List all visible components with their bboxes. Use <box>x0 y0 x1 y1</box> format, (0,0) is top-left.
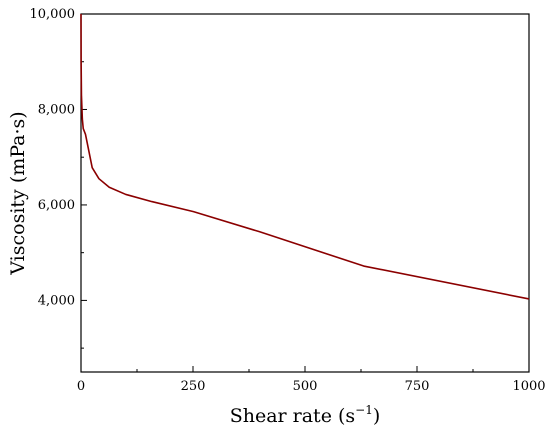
x-axis-title: Shear rate (s−1) <box>230 403 381 427</box>
x-tick-label: 1000 <box>512 379 545 394</box>
y-axis: 4,000 6,000 8,000 10,000 <box>30 7 87 349</box>
y-tick-label: 10,000 <box>30 7 76 22</box>
viscosity-series-line <box>80 13 530 300</box>
plot-frame <box>80 13 530 373</box>
y-tick-label: 8,000 <box>38 102 75 117</box>
x-axis-title-suffix: ) <box>373 405 380 427</box>
x-tick-label: 0 <box>77 379 85 394</box>
y-axis-title: Viscosity (mPa·s) <box>7 111 29 275</box>
x-axis: 0 250 500 750 1000 <box>77 366 546 394</box>
series-layer <box>80 13 530 300</box>
y-tick-label: 4,000 <box>38 293 75 308</box>
y-tick-label: 6,000 <box>38 198 75 213</box>
x-tick-label: 750 <box>405 379 430 394</box>
x-axis-title-superscript: −1 <box>355 403 373 417</box>
x-tick-label: 250 <box>181 379 206 394</box>
x-tick-label: 500 <box>293 379 318 394</box>
